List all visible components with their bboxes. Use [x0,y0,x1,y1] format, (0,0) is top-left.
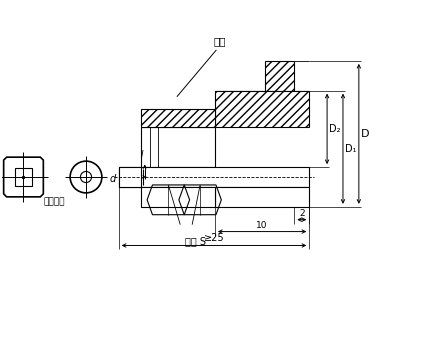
Text: D: D [361,129,369,139]
Text: l: l [140,150,143,159]
Bar [141,109,215,127]
Text: 2: 2 [299,209,305,218]
Text: d: d [109,174,116,184]
Bar [119,167,141,187]
Text: ≥25: ≥25 [204,234,225,244]
Text: 卡套: 卡套 [214,36,226,46]
Text: 10: 10 [256,220,268,230]
Bar [215,187,309,207]
Text: 固定卡套: 固定卡套 [43,197,65,206]
Bar [215,91,309,127]
Bar [141,127,215,167]
Text: 板手 S: 板手 S [184,236,206,246]
Bar [119,167,309,187]
Bar [265,61,294,91]
Bar [141,187,215,207]
Text: D₁: D₁ [345,144,357,154]
Text: D₂: D₂ [329,124,340,134]
